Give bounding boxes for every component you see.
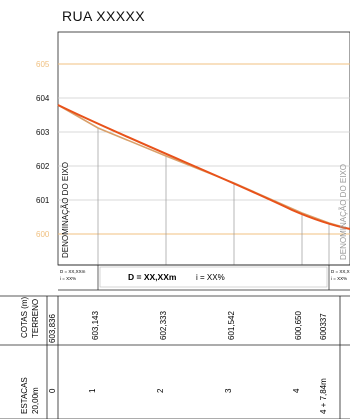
grade-main-box: [99, 266, 328, 288]
elevation-label-600: 600: [36, 230, 50, 239]
elevation-label-602: 602: [36, 162, 50, 171]
grade-right-d: D = XX,X: [331, 269, 350, 274]
elevation-label-605: 605: [36, 60, 50, 69]
elevation-label-604: 604: [36, 94, 50, 103]
stations-row-header: ESTACAS: [20, 377, 29, 414]
grade-line: [57, 104, 350, 230]
terrain-row-header: COTAS (m): [20, 296, 29, 338]
terrain-value: 603,143: [91, 311, 100, 340]
terrain-value: 600,650: [294, 311, 303, 340]
station-label: 4: [292, 388, 301, 393]
grade-right-i: i = XX%: [331, 276, 347, 281]
station-label: 4 + 7,84m: [319, 378, 328, 414]
grade-main-i: i = XX%: [196, 273, 225, 282]
elevation-label-601: 601: [36, 196, 50, 205]
grade-main-d: D = XX,XXm: [128, 272, 177, 282]
station-label: 2: [156, 388, 165, 393]
station-label: 3: [224, 388, 233, 393]
axis-name-label-faded: DENOMINAÇÃO DO EIXO: [339, 164, 348, 260]
stations-row-subheader: 20,00m: [31, 387, 40, 414]
grade-left-d: D = XX,XXm: [60, 269, 86, 274]
terrain-row-subheader: TERRENO: [31, 299, 40, 338]
terrain-value: 601,542: [227, 311, 236, 340]
terrain-line: [57, 104, 350, 230]
terrain-value: 602,333: [159, 311, 168, 340]
terrain-value: 603,836: [48, 314, 57, 343]
station-label: 1: [88, 388, 97, 393]
station-label: 0: [48, 388, 57, 393]
elevation-label-603: 603: [36, 128, 50, 137]
page-title: RUA XXXXX: [62, 8, 145, 24]
grade-left-i: i = XX%: [60, 276, 76, 281]
terrain-value: 600337: [319, 313, 328, 340]
plot-frame: [57, 31, 350, 266]
axis-name-label: DENOMINAÇÃO DO EIXO: [61, 162, 70, 258]
